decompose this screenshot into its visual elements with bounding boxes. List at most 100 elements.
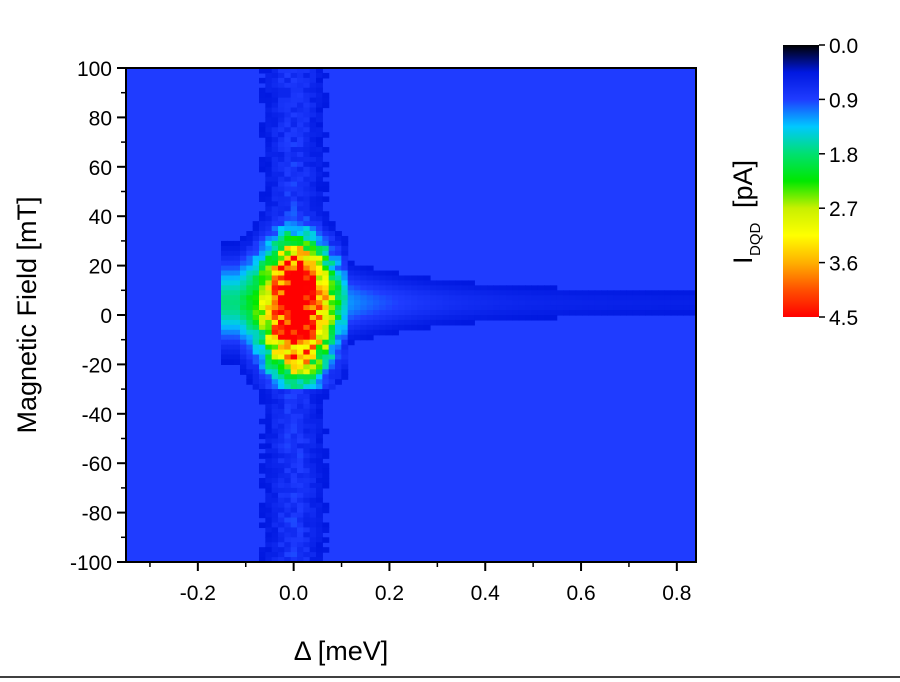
heatmap-cell bbox=[385, 315, 393, 321]
heatmap-cell bbox=[265, 453, 273, 459]
heatmap-cell bbox=[290, 171, 298, 178]
heatmap-cell bbox=[335, 354, 342, 361]
heatmap-cell bbox=[354, 300, 361, 306]
heatmap-cell bbox=[309, 423, 317, 430]
heatmap-cell bbox=[265, 428, 273, 435]
heatmap-cell bbox=[480, 290, 488, 296]
heatmap-cell bbox=[303, 72, 311, 79]
heatmap-cell bbox=[632, 310, 640, 316]
heatmap-cell bbox=[404, 315, 412, 321]
heatmap-cell bbox=[639, 310, 646, 316]
heatmap-cell bbox=[525, 285, 532, 291]
heatmap-cell bbox=[309, 295, 317, 301]
heatmap-cell bbox=[284, 295, 292, 301]
heatmap-cell bbox=[594, 300, 602, 306]
heatmap-cell bbox=[341, 359, 349, 365]
heatmap-cell bbox=[252, 270, 260, 277]
heatmap-cell bbox=[240, 364, 247, 370]
heatmap-cell bbox=[265, 473, 273, 479]
heatmap-cell bbox=[265, 171, 273, 178]
heatmap-cell bbox=[398, 280, 406, 286]
heatmap-cell bbox=[271, 122, 279, 128]
heatmap-cell bbox=[518, 310, 526, 316]
heatmap-cell bbox=[360, 285, 368, 291]
heatmap-cell bbox=[442, 315, 450, 321]
heatmap-cell bbox=[290, 408, 298, 415]
heatmap-cell bbox=[309, 507, 317, 514]
heatmap-cell bbox=[278, 285, 285, 291]
heatmap-cell bbox=[290, 482, 298, 489]
heatmap-cell bbox=[278, 374, 285, 380]
heatmap-cell bbox=[297, 374, 304, 380]
heatmap-cell bbox=[309, 181, 317, 188]
heatmap-cell bbox=[303, 201, 311, 207]
heatmap-cell bbox=[316, 161, 323, 168]
heatmap-cell bbox=[278, 280, 285, 286]
heatmap-cell bbox=[316, 166, 323, 173]
heatmap-cell bbox=[322, 448, 330, 454]
heatmap-cell bbox=[309, 235, 317, 242]
heatmap-cell bbox=[259, 240, 266, 247]
heatmap-cell bbox=[297, 547, 304, 553]
heatmap-cell bbox=[297, 235, 304, 242]
heatmap-cell bbox=[537, 295, 545, 301]
heatmap-cell bbox=[297, 339, 304, 346]
heatmap-cell bbox=[265, 102, 273, 109]
heatmap-cell bbox=[290, 166, 298, 173]
heatmap-cell bbox=[290, 216, 298, 222]
heatmap-cell bbox=[449, 280, 456, 286]
heatmap-cell bbox=[284, 166, 292, 173]
heatmap-cell bbox=[309, 344, 317, 351]
heatmap-cell bbox=[341, 305, 349, 311]
heatmap-cell bbox=[366, 270, 374, 277]
heatmap-cell bbox=[221, 305, 228, 311]
heatmap-cell bbox=[316, 250, 323, 257]
heatmap-cell bbox=[278, 453, 285, 459]
heatmap-cell bbox=[436, 290, 444, 296]
heatmap-cell bbox=[303, 255, 311, 262]
heatmap-cell bbox=[284, 305, 292, 311]
heatmap-cell bbox=[341, 250, 349, 257]
heatmap-cell bbox=[265, 226, 273, 232]
heatmap-cell bbox=[290, 235, 298, 242]
heatmap-cell bbox=[303, 97, 311, 104]
heatmap-cell bbox=[309, 196, 317, 202]
heatmap-cell bbox=[284, 542, 292, 548]
heatmap-cell bbox=[297, 334, 304, 341]
heatmap-cell bbox=[290, 398, 298, 405]
heatmap-cell bbox=[322, 537, 330, 543]
heatmap-cell bbox=[303, 176, 311, 183]
heatmap-cell bbox=[246, 285, 254, 291]
heatmap-cell bbox=[278, 211, 285, 217]
heatmap-cell bbox=[271, 418, 279, 425]
heatmap-cell bbox=[347, 300, 355, 306]
heatmap-cell bbox=[297, 260, 304, 267]
heatmap-cell bbox=[303, 127, 311, 133]
heatmap-cell bbox=[284, 433, 292, 440]
heatmap-cell bbox=[297, 413, 304, 420]
heatmap-cell bbox=[284, 235, 292, 242]
heatmap-cell bbox=[271, 82, 279, 89]
heatmap-cell bbox=[221, 349, 228, 356]
heatmap-cell bbox=[316, 290, 323, 296]
heatmap-cell bbox=[518, 295, 526, 301]
heatmap-cell bbox=[328, 319, 336, 326]
heatmap-cell bbox=[303, 107, 311, 114]
heatmap-cell bbox=[316, 389, 323, 395]
heatmap-cell bbox=[689, 290, 697, 296]
heatmap-cell bbox=[322, 482, 330, 489]
heatmap-cell bbox=[265, 319, 273, 326]
heatmap-cell bbox=[227, 270, 235, 277]
heatmap-cell bbox=[240, 245, 247, 252]
heatmap-cell bbox=[278, 492, 285, 499]
heatmap-cell bbox=[265, 87, 273, 94]
heatmap-cell bbox=[303, 403, 311, 410]
heatmap-cell bbox=[265, 537, 273, 543]
heatmap-cell bbox=[436, 305, 444, 311]
heatmap-cell bbox=[278, 542, 285, 548]
heatmap-cell bbox=[303, 423, 311, 430]
heatmap-cell bbox=[480, 315, 488, 321]
heatmap-cell bbox=[658, 300, 665, 306]
heatmap-cell bbox=[322, 502, 330, 509]
heatmap-cell bbox=[252, 310, 260, 316]
